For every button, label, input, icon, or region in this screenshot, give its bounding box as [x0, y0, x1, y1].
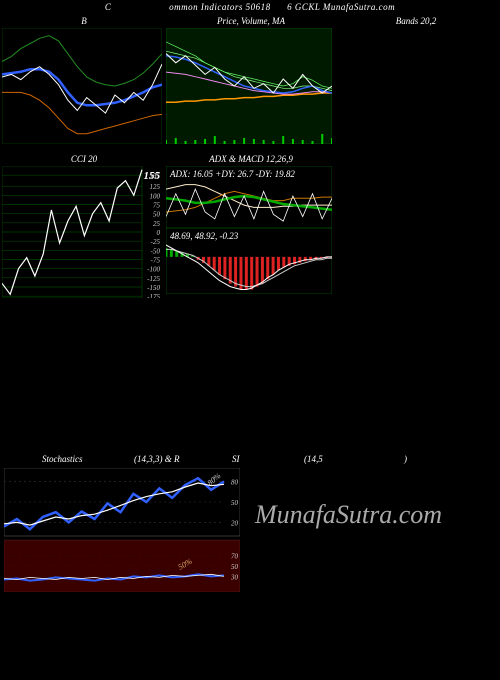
- svg-text:25: 25: [153, 220, 161, 228]
- svg-text:155: 155: [144, 170, 161, 182]
- cci-title: CCI 20: [2, 152, 166, 166]
- svg-text:-25: -25: [151, 238, 161, 246]
- stoch-title-left: Stochastics: [42, 452, 83, 466]
- svg-text:80: 80: [231, 479, 239, 487]
- svg-text:-125: -125: [147, 275, 160, 283]
- spacer: [0, 302, 500, 452]
- stoch-title-close: ): [404, 452, 407, 466]
- adx-chart: ADX: 16.05 +DY: 26.7 -DY: 19.82: [166, 166, 332, 228]
- adx-macd-title: ADX & MACD 12,26,9: [166, 152, 336, 166]
- stoch-title-si: SI: [232, 452, 240, 466]
- svg-text:20: 20: [231, 519, 239, 527]
- stoch-title-mid: (14,3,3) & R: [134, 452, 180, 466]
- svg-text:50: 50: [153, 211, 161, 219]
- svg-text:-100: -100: [147, 266, 160, 274]
- svg-text:0: 0: [157, 229, 161, 237]
- svg-text:50: 50: [231, 563, 239, 571]
- stochastics-chart: 20508080%30507050%: [4, 468, 240, 592]
- macd-chart: 48.69, 48.92, -0.23: [166, 228, 332, 294]
- header-mid: ommon Indicators 50618: [169, 2, 271, 12]
- bollinger-title: B: [2, 14, 166, 28]
- cci-chart: 155125100 7550250-25-50 -75-100-125-150-17…: [2, 166, 162, 298]
- svg-text:50: 50: [231, 499, 239, 507]
- svg-text:70: 70: [231, 553, 239, 561]
- svg-text:30: 30: [230, 573, 239, 581]
- page-header: C ommon Indicators 50618 6 GCKL MunafaSu…: [0, 0, 500, 14]
- price-ma-title: Price, Volume, MA: [166, 14, 336, 28]
- svg-text:75: 75: [153, 202, 161, 210]
- bollinger-chart: [2, 28, 162, 144]
- svg-text:100: 100: [150, 192, 161, 200]
- bands-title: Bands 20,2: [336, 14, 496, 28]
- svg-text:125: 125: [150, 183, 161, 191]
- svg-text:-50: -50: [151, 247, 161, 255]
- header-left: C: [105, 2, 112, 12]
- header-right: 6 GCKL MunafaSutra.com: [287, 2, 395, 12]
- stoch-title-params: (14,5: [304, 452, 323, 466]
- svg-text:ADX: 16.05 +DY: 26.7 -DY: 19.8: ADX: 16.05 +DY: 26.7 -DY: 19.82: [169, 169, 295, 179]
- svg-text:-175: -175: [147, 293, 160, 298]
- price-ma-chart: [166, 28, 332, 144]
- svg-text:-75: -75: [151, 257, 161, 265]
- svg-text:48.69, 48.92, -0.23: 48.69, 48.92, -0.23: [170, 231, 239, 241]
- svg-text:-150: -150: [147, 284, 160, 292]
